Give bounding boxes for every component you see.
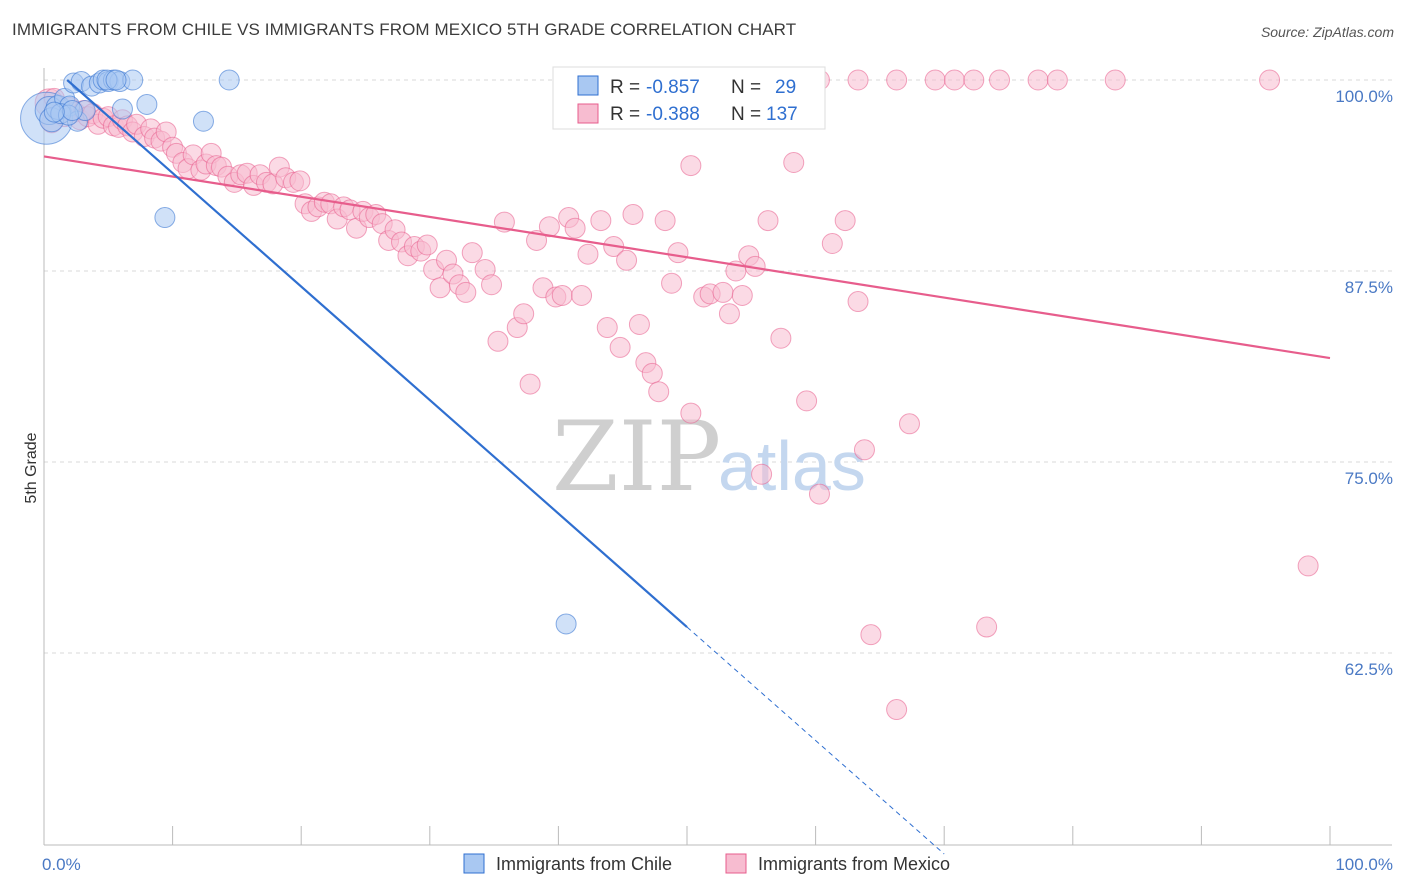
mexico-point-122 — [860, 624, 882, 646]
y-tick-label-1: 87.5% — [1345, 278, 1393, 297]
mexico-point-102 — [680, 402, 702, 424]
mexico-point-75 — [487, 330, 509, 352]
mexico-point-119 — [834, 210, 856, 232]
mexico-point-112 — [751, 463, 773, 485]
mexico-point-79 — [519, 373, 541, 395]
mexico-point-125 — [976, 616, 998, 638]
mexico-point-87 — [571, 284, 593, 306]
mexico-point-92 — [609, 336, 631, 358]
legend-mexico-n-value: 137 — [766, 104, 798, 125]
mexico-point-100 — [661, 272, 683, 294]
mexico-point-138 — [1104, 69, 1126, 91]
mexico-point-121 — [853, 439, 875, 461]
mexico-point-133 — [943, 69, 965, 91]
chile-point-18 — [136, 93, 158, 115]
mexico-point-94 — [622, 203, 644, 225]
legend-chile-n-value: 29 — [775, 77, 796, 98]
series-legend: Immigrants from Chile Immigrants from Me… — [463, 853, 950, 874]
series-mexico — [34, 69, 1319, 721]
mexico-point-126 — [1297, 555, 1319, 577]
legend-chile-r-label: R = — [610, 77, 640, 98]
mexico-point-84 — [551, 284, 573, 306]
y-tick-label-2: 75.0% — [1345, 469, 1393, 488]
legend-mexico-r-label: R = — [610, 104, 640, 125]
series-chile — [20, 69, 577, 635]
mexico-point-103 — [680, 155, 702, 177]
chile-point-28 — [43, 101, 65, 123]
chile-point-19 — [154, 207, 176, 229]
legend-mexico-n-label: N = — [731, 104, 761, 125]
mexico-point-89 — [590, 210, 612, 232]
legend-chile-swatch — [577, 75, 599, 96]
mexico-point-134 — [963, 69, 985, 91]
mexico-point-131 — [886, 69, 908, 91]
mexico-point-117 — [808, 483, 830, 505]
y-tick-label-0: 100.0% — [1335, 87, 1393, 106]
mexico-point-116 — [796, 390, 818, 412]
chile-point-27 — [105, 69, 127, 91]
mexico-point-115 — [783, 152, 805, 174]
chile-trend-line — [66, 79, 688, 628]
mexico-point-109 — [731, 284, 753, 306]
chile-point-16 — [111, 98, 133, 120]
chile-point-21 — [218, 69, 240, 91]
mexico-point-101 — [667, 242, 689, 264]
bottom-legend-chile-swatch[interactable] — [463, 853, 485, 874]
watermark-atlas: atlas — [718, 427, 866, 505]
mexico-point-113 — [757, 210, 779, 232]
mexico-point-123 — [886, 699, 908, 721]
legend-chile-r-value: -0.857 — [646, 77, 700, 98]
bottom-legend-chile-label: Immigrants from Chile — [496, 854, 672, 874]
chart-title: IMMIGRANTS FROM CHILE VS IMMIGRANTS FROM… — [12, 20, 797, 39]
watermark: ZIP atlas — [552, 401, 866, 513]
legend-mexico-swatch — [577, 103, 599, 124]
mexico-point-88 — [577, 243, 599, 265]
bottom-legend-mexico-swatch[interactable] — [725, 853, 747, 874]
mexico-point-93 — [616, 249, 638, 271]
chile-point-22 — [555, 613, 577, 635]
mexico-point-45 — [289, 170, 311, 192]
mexico-trend-line — [43, 155, 1331, 360]
x-tick-label-0: 0.0% — [42, 855, 81, 874]
mexico-point-72 — [461, 242, 483, 264]
mexico-point-71 — [455, 281, 477, 303]
mexico-point-107 — [718, 303, 740, 325]
mexico-point-120 — [847, 291, 869, 313]
axes — [43, 68, 1392, 846]
mexico-point-95 — [628, 313, 650, 335]
mexico-point-98 — [648, 381, 670, 403]
mexico-point-114 — [770, 327, 792, 349]
y-axis-label: 5th Grade — [23, 432, 40, 503]
mexico-point-90 — [596, 317, 618, 339]
mexico-point-78 — [513, 303, 535, 325]
mexico-point-130 — [847, 69, 869, 91]
mexico-point-132 — [924, 69, 946, 91]
legend-mexico-r-value: -0.388 — [646, 104, 700, 125]
mexico-point-97 — [641, 362, 663, 384]
mexico-point-65 — [416, 234, 438, 256]
correlation-legend: R = -0.857 N = 29 R = -0.388 N = 137 — [552, 66, 826, 130]
chile-point-25 — [61, 100, 83, 122]
mexico-point-106 — [712, 281, 734, 303]
mexico-point-86 — [564, 217, 586, 239]
bottom-legend-mexico-label: Immigrants from Mexico — [758, 854, 950, 874]
mexico-point-74 — [481, 274, 503, 296]
mexico-point-137 — [1046, 69, 1068, 91]
trend-lines — [43, 79, 1331, 855]
chile-trend-extension — [686, 626, 945, 855]
mexico-point-139 — [1259, 69, 1281, 91]
chile-point-20 — [192, 110, 214, 132]
mexico-point-136 — [1027, 69, 1049, 91]
y-tick-label-3: 62.5% — [1345, 660, 1393, 679]
mexico-point-118 — [821, 232, 843, 254]
source-label: Source: ZipAtlas.com — [1260, 24, 1394, 40]
mexico-point-124 — [898, 413, 920, 435]
legend-chile-n-label: N = — [731, 77, 761, 98]
tick-labels: 100.0% 87.5% 75.0% 62.5% 0.0% 100.0% — [42, 87, 1393, 874]
x-tick-label-1: 100.0% — [1335, 855, 1393, 874]
mexico-point-99 — [654, 210, 676, 232]
mexico-point-135 — [988, 69, 1010, 91]
